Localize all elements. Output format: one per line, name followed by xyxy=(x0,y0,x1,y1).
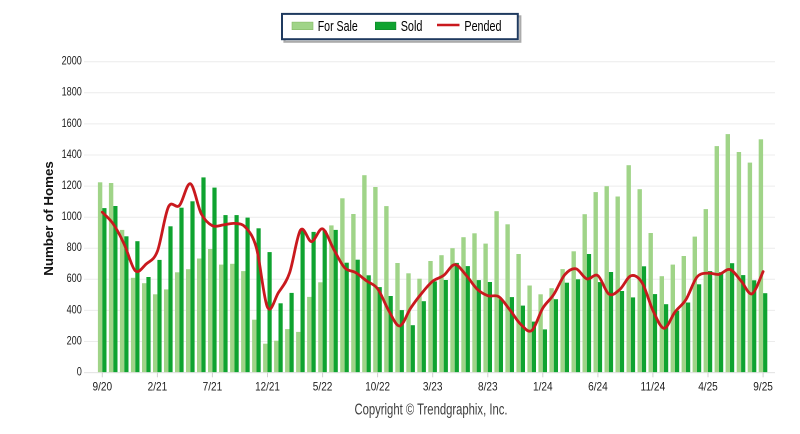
svg-text:200: 200 xyxy=(67,333,82,347)
svg-text:1200: 1200 xyxy=(62,178,82,192)
svg-text:1800: 1800 xyxy=(62,85,82,99)
svg-text:Number of Homes: Number of Homes xyxy=(41,161,56,276)
svg-text:12/21: 12/21 xyxy=(255,379,280,393)
svg-text:Copyright © Trendgraphix, Inc.: Copyright © Trendgraphix, Inc. xyxy=(355,401,508,418)
svg-text:For Sale: For Sale xyxy=(318,19,358,35)
svg-text:2000: 2000 xyxy=(62,54,82,68)
svg-text:400: 400 xyxy=(67,302,82,316)
svg-text:1000: 1000 xyxy=(62,209,82,223)
svg-text:3/23: 3/23 xyxy=(423,379,443,393)
svg-text:Sold: Sold xyxy=(401,19,423,35)
svg-text:Pended: Pended xyxy=(464,19,501,35)
svg-text:1/24: 1/24 xyxy=(533,379,553,393)
svg-text:0: 0 xyxy=(77,365,82,379)
svg-text:10/22: 10/22 xyxy=(365,379,390,393)
svg-text:6/24: 6/24 xyxy=(588,379,608,393)
svg-text:1600: 1600 xyxy=(62,116,82,130)
svg-text:9/25: 9/25 xyxy=(753,379,773,393)
svg-text:8/23: 8/23 xyxy=(478,379,498,393)
svg-text:600: 600 xyxy=(67,271,82,285)
svg-text:2/21: 2/21 xyxy=(148,379,168,393)
svg-text:800: 800 xyxy=(67,240,82,254)
svg-text:4/25: 4/25 xyxy=(698,379,718,393)
svg-text:5/22: 5/22 xyxy=(313,379,333,393)
svg-text:1400: 1400 xyxy=(62,147,82,161)
svg-text:9/20: 9/20 xyxy=(93,379,113,393)
svg-text:11/24: 11/24 xyxy=(641,379,666,393)
svg-text:7/21: 7/21 xyxy=(203,379,223,393)
